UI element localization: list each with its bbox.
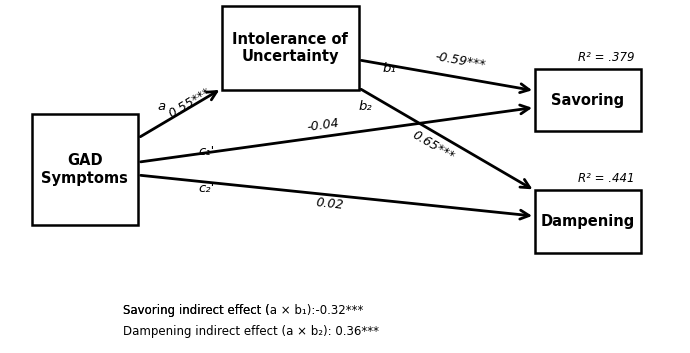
Text: b₂: b₂ <box>359 101 373 114</box>
Text: a: a <box>158 100 166 113</box>
Text: 0.55***: 0.55*** <box>167 85 213 120</box>
Text: b₁: b₁ <box>383 62 396 75</box>
FancyBboxPatch shape <box>221 6 359 90</box>
FancyBboxPatch shape <box>32 114 138 225</box>
Text: -0.59***: -0.59*** <box>434 50 487 72</box>
Text: Dampening: Dampening <box>541 214 635 229</box>
Text: 0.02: 0.02 <box>315 196 344 212</box>
Text: Savoring indirect effect (: Savoring indirect effect ( <box>123 304 269 317</box>
Text: c₁': c₁' <box>198 145 215 158</box>
Text: R² = .379: R² = .379 <box>578 50 634 64</box>
Text: Savoring: Savoring <box>551 92 624 108</box>
Text: c₂': c₂' <box>198 183 215 196</box>
Text: Intolerance of
Uncertainty: Intolerance of Uncertainty <box>233 32 348 64</box>
Text: Savoring indirect effect (a × b₁):-0.32***: Savoring indirect effect (a × b₁):-0.32*… <box>123 304 363 317</box>
FancyBboxPatch shape <box>535 190 641 253</box>
Text: GAD
Symptoms: GAD Symptoms <box>41 153 128 186</box>
Text: -0.04: -0.04 <box>306 116 339 134</box>
FancyBboxPatch shape <box>535 69 641 131</box>
Text: Dampening indirect effect (a × b₂): 0.36***: Dampening indirect effect (a × b₂): 0.36… <box>123 325 379 337</box>
Text: 0.65***: 0.65*** <box>410 129 457 164</box>
Text: R² = .441: R² = .441 <box>578 172 634 185</box>
